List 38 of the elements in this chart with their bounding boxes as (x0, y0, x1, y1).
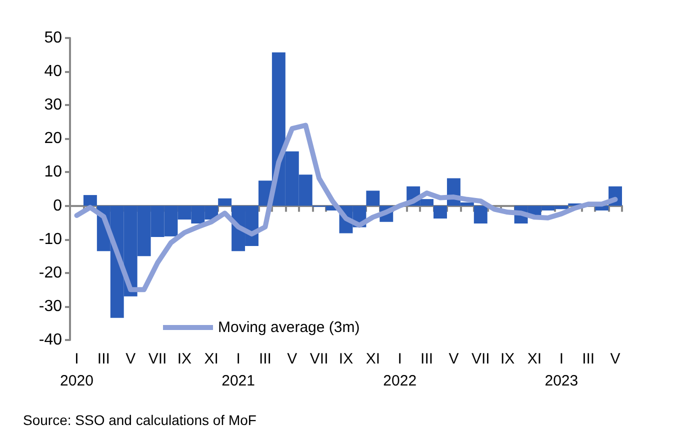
x-tick-label: VII (471, 350, 490, 368)
bar (366, 190, 380, 206)
x-tick-label: IX (177, 350, 192, 368)
y-tick-label: 10 (44, 164, 62, 181)
y-tick-label: 50 (44, 30, 62, 46)
x-tick-label: I 2021 (222, 350, 255, 390)
x-tick-label: I 2020 (60, 350, 94, 390)
x-tick-label: V (287, 350, 298, 368)
y-tick-label: -30 (38, 298, 62, 315)
y-tick-label: -20 (38, 264, 62, 282)
x-tick-label: III (582, 350, 595, 368)
x-tick-label: XI (366, 350, 380, 368)
bar (83, 195, 97, 206)
x-tick-label: IX (338, 350, 354, 368)
y-tick-label: 30 (44, 96, 62, 114)
bar (474, 206, 488, 224)
x-tick-label: I 2023 (544, 350, 578, 390)
x-tick-label: III (258, 350, 272, 368)
y-tick-label: 0 (53, 197, 62, 214)
x-tick-label: V (610, 350, 620, 368)
bar (218, 198, 232, 206)
x-tick-label: XI (527, 350, 542, 368)
bar (434, 206, 447, 219)
x-tick-label: V (126, 350, 136, 368)
y-tick-label: -40 (38, 332, 62, 348)
legend-label: Moving average (3m) (218, 319, 360, 336)
x-tick-label: III (97, 350, 110, 368)
x-tick-label: VII (148, 350, 167, 368)
x-tick-label: VII (310, 350, 328, 368)
x-tick-label: III (420, 350, 434, 368)
x-tick-label: I 2022 (383, 350, 417, 390)
y-tick-label: 20 (44, 130, 62, 148)
x-tick-label: XI (204, 350, 218, 368)
y-tick-label: 40 (44, 63, 62, 80)
x-tick-label: IX (500, 350, 515, 368)
source-note: Source: SSO and calculations of MoF (23, 412, 256, 428)
y-tick-label: -10 (38, 230, 62, 248)
x-tick-label: V (448, 350, 459, 368)
